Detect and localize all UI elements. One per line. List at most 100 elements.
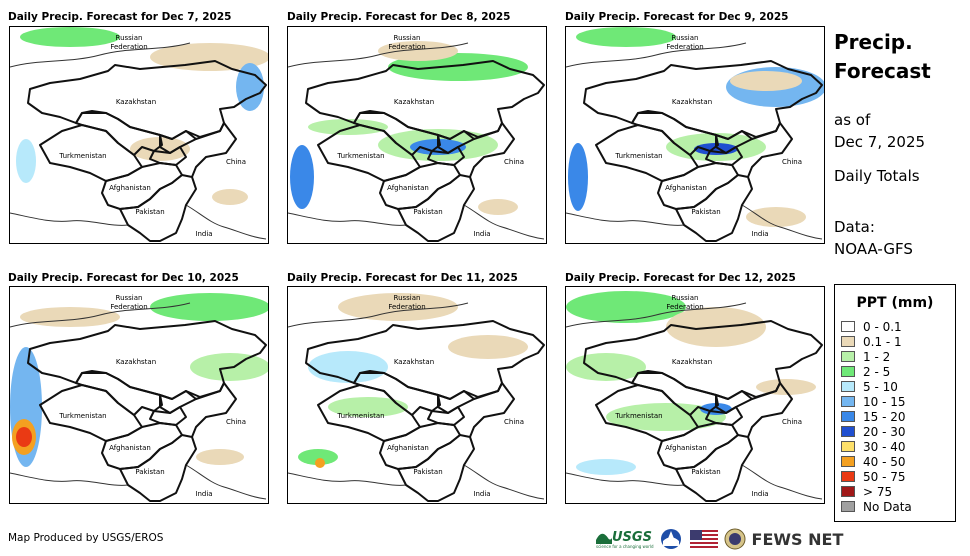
- map-label-russia-line1: Russian: [393, 34, 421, 42]
- map-label-russia-5: Russian Federation: [377, 294, 437, 312]
- legend-label: No Data: [863, 499, 912, 514]
- panel-title-3: Daily Precip. Forecast for Dec 9, 2025: [565, 11, 789, 23]
- legend-label: 0.1 - 1: [863, 334, 902, 349]
- map-label-kazakhstan-5: Kazakhstan: [393, 358, 435, 366]
- legend-swatch: [841, 351, 855, 362]
- map-label-russia-line1: Russian: [393, 294, 421, 302]
- map-label-afghanistan-5: Afghanistan: [387, 444, 429, 452]
- map-label-russia-line2: Federation: [666, 43, 704, 51]
- map-label-russia-line2: Federation: [388, 43, 426, 51]
- map-label-turkmenistan-3: Turkmenistan: [615, 152, 663, 160]
- totals-label: Daily Totals: [834, 167, 920, 185]
- map-label-russia-line1: Russian: [115, 34, 143, 42]
- sidebar-title-line1: Precip.: [834, 30, 913, 54]
- map-label-turkmenistan-2: Turkmenistan: [337, 152, 385, 160]
- map-label-kazakhstan-6: Kazakhstan: [671, 358, 713, 366]
- as-of-value: Dec 7, 2025: [834, 133, 926, 151]
- map-label-russia-line2: Federation: [110, 43, 148, 51]
- map-label-russia-line2: Federation: [110, 303, 148, 311]
- data-source-label: Data:: [834, 218, 875, 236]
- map-label-russia-line2: Federation: [388, 303, 426, 311]
- legend-swatch: [841, 411, 855, 422]
- map-label-russia-line1: Russian: [671, 294, 699, 302]
- us-flag-icon: [689, 530, 718, 548]
- map-label-pakistan-3: Pakistan: [691, 208, 721, 216]
- legend-swatch: [841, 471, 855, 482]
- map-label-india-4: India: [195, 490, 213, 498]
- map-label-pakistan-6: Pakistan: [691, 468, 721, 476]
- panel-title-1: Daily Precip. Forecast for Dec 7, 2025: [8, 11, 232, 23]
- state-dept-seal-icon: [724, 528, 746, 550]
- map-label-china-6: China: [782, 418, 802, 426]
- legend-swatch: [841, 486, 855, 497]
- map-label-turkmenistan-1: Turkmenistan: [59, 152, 107, 160]
- as-of-date: as of Dec 7, 2025: [834, 109, 925, 153]
- logo-bar: USGS science for a changing world FEWS N…: [596, 526, 843, 552]
- map-label-russia-4: Russian Federation: [99, 294, 159, 312]
- map-dec-7: [9, 26, 269, 244]
- map-label-pakistan-4: Pakistan: [135, 468, 165, 476]
- map-label-pakistan-1: Pakistan: [135, 208, 165, 216]
- sidebar-title: Precip. Forecast: [834, 28, 931, 86]
- legend-swatch: [841, 426, 855, 437]
- map-label-kazakhstan-4: Kazakhstan: [115, 358, 157, 366]
- data-source-value: NOAA-GFS: [834, 240, 913, 258]
- legend-label: > 75: [863, 484, 893, 499]
- map-label-russia-line1: Russian: [115, 294, 143, 302]
- usgs-logo: USGS science for a changing world: [596, 530, 654, 549]
- map-label-afghanistan-6: Afghanistan: [665, 444, 707, 452]
- as-of-label: as of: [834, 111, 871, 129]
- legend-label: 10 - 15: [863, 394, 906, 409]
- legend-label: 5 - 10: [863, 379, 898, 394]
- legend-item: 30 - 40: [841, 439, 906, 454]
- map-dec-12: [565, 286, 825, 504]
- legend-item: No Data: [841, 499, 912, 514]
- legend-item: 5 - 10: [841, 379, 898, 394]
- legend-label: 30 - 40: [863, 439, 906, 454]
- map-label-russia-2: Russian Federation: [377, 34, 437, 52]
- map-label-turkmenistan-6: Turkmenistan: [615, 412, 663, 420]
- legend-swatch: [841, 501, 855, 512]
- legend-label: 15 - 20: [863, 409, 906, 424]
- map-label-russia-6: Russian Federation: [655, 294, 715, 312]
- legend-swatch: [841, 321, 855, 332]
- map-label-china-3: China: [782, 158, 802, 166]
- legend-item: 20 - 30: [841, 424, 906, 439]
- legend-swatch: [841, 366, 855, 377]
- panel-title-6: Daily Precip. Forecast for Dec 12, 2025: [565, 272, 796, 284]
- usgs-tagline: science for a changing world: [596, 543, 654, 549]
- legend-item: > 75: [841, 484, 892, 499]
- map-label-kazakhstan-2: Kazakhstan: [393, 98, 435, 106]
- legend-item: 10 - 15: [841, 394, 906, 409]
- map-dec-8: [287, 26, 547, 244]
- noaa-logo-icon: [660, 529, 681, 549]
- map-label-turkmenistan-4: Turkmenistan: [59, 412, 107, 420]
- map-label-india-6: India: [751, 490, 769, 498]
- map-label-pakistan-5: Pakistan: [413, 468, 443, 476]
- legend-swatch: [841, 336, 855, 347]
- legend-label: 1 - 2: [863, 349, 891, 364]
- map-label-afghanistan-4: Afghanistan: [109, 444, 151, 452]
- usgs-wave-icon: [596, 533, 612, 544]
- legend-item: 50 - 75: [841, 469, 906, 484]
- map-label-russia-3: Russian Federation: [655, 34, 715, 52]
- map-label-russia-line1: Russian: [671, 34, 699, 42]
- map-label-russia-1: Russian Federation: [99, 34, 159, 52]
- map-label-russia-line2: Federation: [666, 303, 704, 311]
- legend-item: 1 - 2: [841, 349, 890, 364]
- map-label-china-5: China: [504, 418, 524, 426]
- fewsnet-text: FEWS NET: [751, 529, 844, 549]
- map-credit: Map Produced by USGS/EROS: [8, 532, 164, 544]
- legend-label: 0 - 0.1: [863, 319, 902, 334]
- panel-title-4: Daily Precip. Forecast for Dec 10, 2025: [8, 272, 239, 284]
- legend-swatch: [841, 396, 855, 407]
- legend-swatch: [841, 456, 855, 467]
- legend-item: 0 - 0.1: [841, 319, 902, 334]
- legend-item: 40 - 50: [841, 454, 906, 469]
- legend-label: 2 - 5: [863, 364, 891, 379]
- legend-swatch: [841, 441, 855, 452]
- map-dec-11: [287, 286, 547, 504]
- map-label-afghanistan-2: Afghanistan: [387, 184, 429, 192]
- sidebar-title-line2: Forecast: [834, 59, 931, 83]
- map-label-kazakhstan-3: Kazakhstan: [671, 98, 713, 106]
